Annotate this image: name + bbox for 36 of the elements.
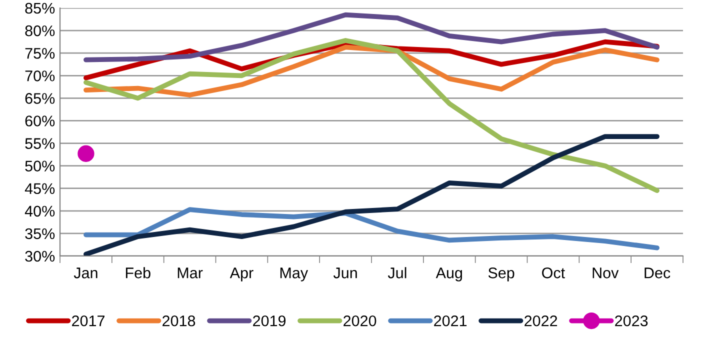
x-tick-label: Jun <box>333 268 357 278</box>
x-tick-label: Oct <box>542 268 565 278</box>
legend-label: 2022 <box>524 315 558 326</box>
legend-label: 2017 <box>72 315 104 326</box>
y-tick-label: 70% <box>25 70 55 82</box>
legend-label: 2023 <box>615 315 648 326</box>
line-series <box>84 44 660 98</box>
y-tick-label: 65% <box>25 93 55 104</box>
y-tick-label: 85% <box>25 2 55 14</box>
legend-label: 2018 <box>162 315 196 326</box>
x-tick-label: Sep <box>488 268 514 282</box>
legend-label: 2021 <box>434 315 467 326</box>
y-tick-label: 55% <box>25 138 55 149</box>
x-tick-label: Aug <box>436 268 462 282</box>
legend-label: 2019 <box>253 315 286 326</box>
x-tick-label: Jan <box>74 268 98 278</box>
x-tick-label: Feb <box>126 267 150 278</box>
y-tick-label: 75% <box>25 48 55 59</box>
x-tick-label: Apr <box>230 268 254 282</box>
y-tick-label: 35% <box>25 228 55 240</box>
line-series <box>84 207 660 250</box>
y-tick-label: 30% <box>25 250 55 262</box>
y-tick-label: 45% <box>24 183 55 194</box>
x-tick-label: Jul <box>388 267 406 278</box>
x-tick-label: Nov <box>592 268 619 278</box>
line-series <box>84 134 660 256</box>
legend-label: 2020 <box>344 315 376 326</box>
x-tick-label: Dec <box>644 268 670 278</box>
y-tick-label: 80% <box>25 25 55 36</box>
y-tick-label: 50% <box>25 160 55 172</box>
y-tick-label: 40% <box>24 206 55 217</box>
line-series <box>84 12 660 62</box>
line-series <box>84 38 660 194</box>
x-tick-label: Mar <box>178 268 203 278</box>
y-tick-label: 60% <box>25 116 55 126</box>
x-tick-label: May <box>280 268 308 282</box>
